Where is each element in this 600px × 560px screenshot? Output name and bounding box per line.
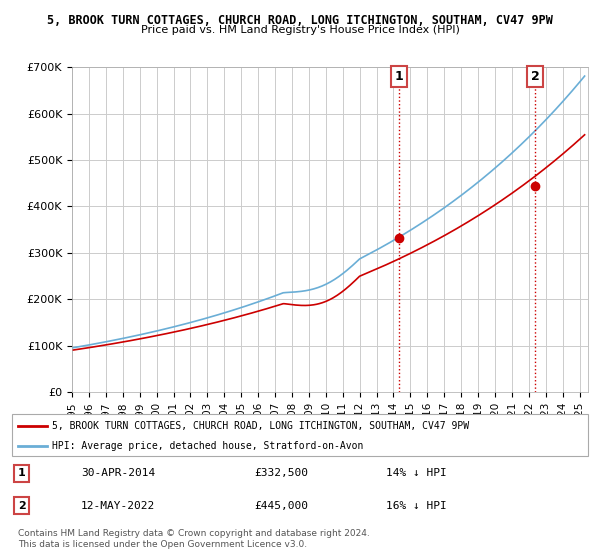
- Text: 14% ↓ HPI: 14% ↓ HPI: [386, 468, 447, 478]
- Text: £445,000: £445,000: [254, 501, 308, 511]
- Text: 2: 2: [530, 70, 539, 83]
- Text: £332,500: £332,500: [254, 468, 308, 478]
- Text: 1: 1: [18, 468, 26, 478]
- Text: HPI: Average price, detached house, Stratford-on-Avon: HPI: Average price, detached house, Stra…: [52, 441, 364, 451]
- FancyBboxPatch shape: [12, 414, 588, 456]
- Text: 30-APR-2014: 30-APR-2014: [81, 468, 155, 478]
- Text: 12-MAY-2022: 12-MAY-2022: [81, 501, 155, 511]
- Text: 5, BROOK TURN COTTAGES, CHURCH ROAD, LONG ITCHINGTON, SOUTHAM, CV47 9PW: 5, BROOK TURN COTTAGES, CHURCH ROAD, LON…: [52, 421, 469, 431]
- Text: 5, BROOK TURN COTTAGES, CHURCH ROAD, LONG ITCHINGTON, SOUTHAM, CV47 9PW: 5, BROOK TURN COTTAGES, CHURCH ROAD, LON…: [47, 14, 553, 27]
- Text: Price paid vs. HM Land Registry's House Price Index (HPI): Price paid vs. HM Land Registry's House …: [140, 25, 460, 35]
- Text: 1: 1: [395, 70, 403, 83]
- Text: 16% ↓ HPI: 16% ↓ HPI: [386, 501, 447, 511]
- Text: 2: 2: [18, 501, 26, 511]
- Text: Contains HM Land Registry data © Crown copyright and database right 2024.
This d: Contains HM Land Registry data © Crown c…: [18, 529, 370, 549]
